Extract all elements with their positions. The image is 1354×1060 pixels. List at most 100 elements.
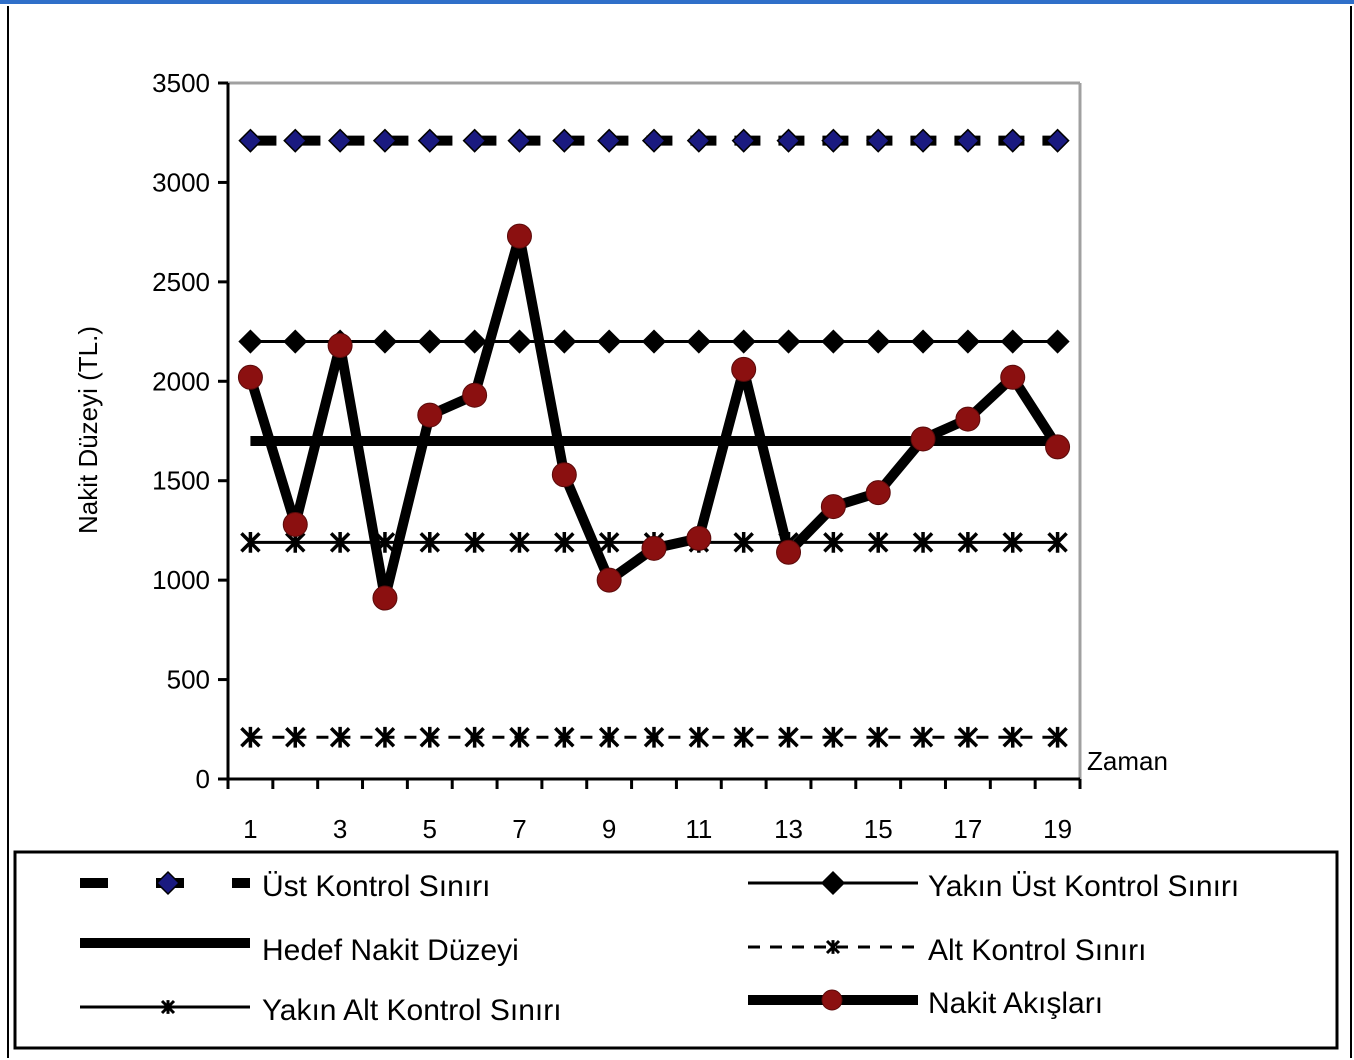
data-point: [776, 128, 801, 153]
data-point: [554, 726, 575, 748]
data-point: [419, 726, 441, 748]
data-point: [1000, 364, 1026, 390]
data-point: [417, 128, 442, 153]
data-point: [821, 128, 846, 153]
data-point: [821, 329, 846, 354]
legend-label: Yakın Üst Kontrol Sınırı: [928, 870, 1239, 903]
data-point: [1045, 128, 1070, 153]
data-point: [912, 726, 934, 748]
data-point: [328, 128, 353, 153]
y-tick-label: 2000: [152, 366, 210, 396]
data-point: [641, 329, 667, 354]
y-tick-label: 1500: [152, 466, 210, 496]
data-point: [552, 329, 577, 354]
data-point: [641, 535, 667, 561]
x-tick-label: 17: [953, 814, 982, 844]
legend-item: Nakit Akışları: [748, 987, 1103, 1020]
data-point: [776, 539, 802, 565]
data-point: [866, 329, 891, 354]
data-point: [866, 128, 891, 153]
y-tick-label: 2500: [152, 267, 210, 297]
legend-label: Hedef Nakit Düzeyi: [262, 934, 519, 967]
data-point: [865, 480, 891, 506]
legend-item: Alt Kontrol Sınırı: [748, 934, 1146, 967]
chart-frame: [7, 6, 1352, 1058]
legend-marker: [825, 939, 841, 955]
data-point: [597, 329, 622, 354]
data-point: [823, 726, 844, 748]
data-point: [372, 329, 398, 354]
data-point: [731, 128, 756, 153]
y-tick-label: 500: [167, 665, 210, 695]
x-tick-label: 5: [423, 814, 437, 844]
data-point: [417, 402, 443, 428]
data-point: [688, 726, 710, 748]
data-point: [462, 329, 487, 354]
data-point: [641, 128, 667, 153]
data-point: [1045, 434, 1071, 460]
x-tick-label: 7: [512, 814, 526, 844]
data-point: [598, 726, 620, 748]
data-point: [1047, 726, 1068, 748]
legend-item: Yakın Üst Kontrol Sınırı: [748, 870, 1239, 903]
x-axis-label: Zaman: [1087, 746, 1168, 776]
data-point: [1002, 726, 1023, 748]
series-yakin-alt-kontrol-siniri: [240, 532, 1068, 553]
data-point: [506, 223, 532, 249]
data-point: [1045, 329, 1070, 354]
series-nakit-akislari: [237, 223, 1071, 611]
data-point: [417, 329, 442, 354]
data-point: [462, 128, 487, 153]
data-point: [240, 726, 261, 748]
series-alt-kontrol-siniri: [240, 726, 1068, 748]
data-point: [867, 726, 889, 748]
data-point: [464, 726, 485, 748]
legend-item: Hedef Nakit Düzeyi: [80, 934, 519, 967]
data-point: [283, 329, 308, 354]
legend-label: Yakın Alt Kontrol Sınırı: [262, 994, 562, 1027]
legend-marker: [821, 989, 843, 1011]
x-tick-label: 9: [602, 814, 616, 844]
legend-item: Üst Kontrol Sınırı: [80, 870, 490, 903]
x-tick-label: 3: [333, 814, 347, 844]
data-point: [955, 128, 980, 153]
data-point: [283, 128, 308, 153]
data-point: [643, 726, 665, 748]
y-tick-label: 3000: [152, 167, 210, 197]
data-point: [554, 532, 575, 553]
data-point: [329, 726, 351, 748]
y-axis-label: Nakit Düzeyi (TL.): [73, 326, 103, 534]
legend-label: Alt Kontrol Sınırı: [928, 934, 1146, 967]
data-point: [285, 726, 306, 748]
x-tick-label: 15: [864, 814, 893, 844]
data-point: [733, 726, 754, 748]
data-point: [462, 382, 488, 408]
legend-label: Nakit Akışları: [928, 987, 1103, 1020]
legend-marker: [820, 870, 846, 896]
data-point: [329, 532, 351, 553]
data-point: [823, 532, 844, 553]
data-point: [731, 356, 757, 382]
y-tick-label: 3500: [152, 68, 210, 98]
data-point: [419, 532, 441, 553]
y-tick-label: 0: [196, 764, 210, 794]
data-point: [240, 532, 261, 553]
x-tick-label: 11: [685, 814, 712, 844]
data-point: [1002, 532, 1023, 553]
legend-label: Üst Kontrol Sınırı: [262, 870, 490, 903]
data-point: [509, 532, 530, 553]
data-point: [957, 726, 979, 748]
data-point: [237, 364, 263, 390]
legend: Üst Kontrol Sınırı Yakın Üst Kontrol Sını…: [80, 870, 1239, 1027]
data-point: [867, 532, 889, 553]
data-point: [733, 532, 754, 553]
data-point: [686, 128, 711, 153]
series-ust-kontrol-siniri: [238, 128, 1070, 153]
data-point: [1000, 128, 1025, 153]
data-point: [776, 329, 801, 354]
data-point: [778, 726, 799, 748]
data-point: [955, 329, 980, 354]
data-point: [955, 406, 981, 432]
data-point: [910, 329, 936, 354]
x-tick-label: 19: [1043, 814, 1072, 844]
